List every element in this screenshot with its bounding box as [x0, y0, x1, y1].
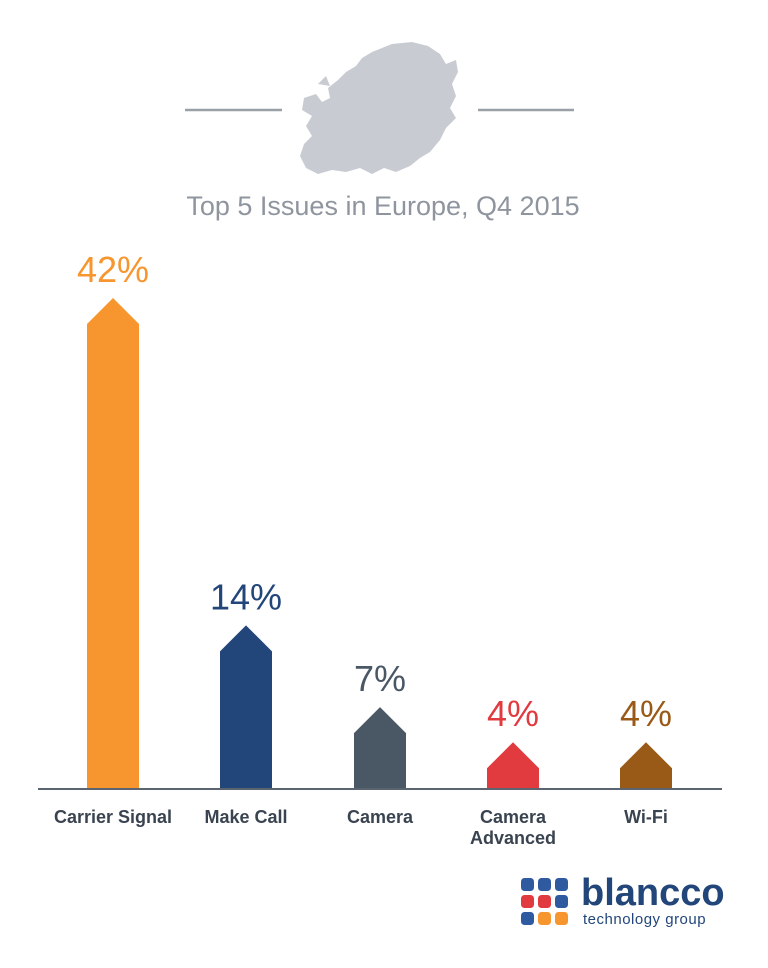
category-label: Make Call: [204, 807, 287, 827]
bar-wi-fi: [620, 742, 672, 789]
category-label: Carrier Signal: [54, 807, 172, 827]
bar-camera-advanced: [487, 742, 539, 789]
category-label: Wi-Fi: [624, 807, 668, 827]
logo-dot: [521, 912, 534, 925]
bar-make-call: [220, 625, 272, 789]
category-labels-layer: Carrier Signal Make Call Camera Camera Advan…: [54, 807, 668, 848]
value-label: 42%: [77, 249, 149, 290]
chart-title: Top 5 Issues in Europe, Q4 2015: [186, 191, 579, 221]
brand-tagline: technology group: [583, 911, 706, 928]
bar-camera: [354, 707, 406, 789]
logo-dot: [555, 912, 568, 925]
blancco-dots-logo: [521, 878, 568, 925]
brand-logo: blancco technology group: [521, 872, 725, 928]
bar-carrier-signal: [87, 298, 139, 789]
logo-dot: [521, 878, 534, 891]
logo-dot: [521, 895, 534, 908]
header: Top 5 Issues in Europe, Q4 2015: [185, 42, 580, 221]
logo-dot: [538, 912, 551, 925]
value-labels-layer: 42% 14% 7% 4% 4%: [77, 249, 672, 734]
value-label: 14%: [210, 576, 282, 617]
brand-name: blancco: [581, 872, 725, 914]
value-label: 7%: [354, 658, 406, 699]
logo-dot: [538, 878, 551, 891]
value-label: 4%: [620, 693, 672, 734]
europe-map-icon: [300, 42, 458, 174]
logo-dot: [555, 895, 568, 908]
category-label: Camera Advanced: [470, 807, 556, 848]
bars-layer: [87, 298, 672, 789]
logo-dot: [555, 878, 568, 891]
category-label: Camera: [347, 807, 414, 827]
logo-dot: [538, 895, 551, 908]
value-label: 4%: [487, 693, 539, 734]
